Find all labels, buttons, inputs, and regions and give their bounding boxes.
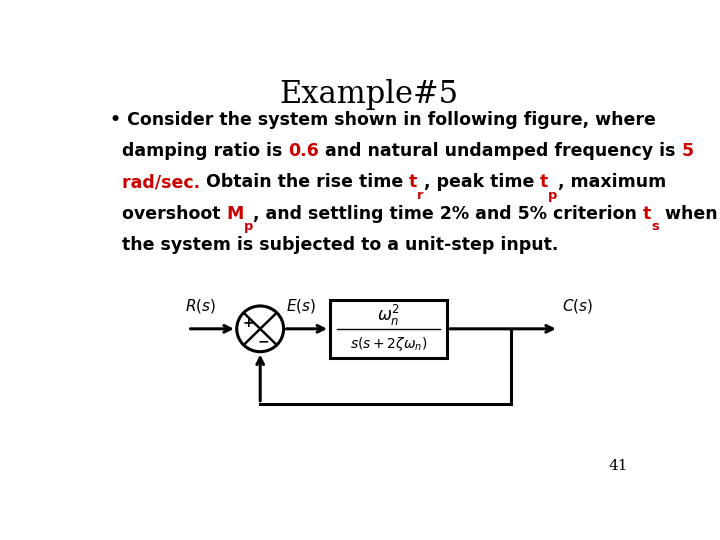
Text: p: p: [549, 189, 558, 202]
Text: 41: 41: [609, 459, 629, 473]
Text: $s(s+2\zeta\omega_n)$: $s(s+2\zeta\omega_n)$: [350, 335, 428, 353]
Text: 0.6: 0.6: [288, 142, 319, 160]
Text: damping ratio is: damping ratio is: [109, 142, 288, 160]
Text: $R(s)$: $R(s)$: [185, 297, 216, 315]
Text: p: p: [243, 220, 253, 233]
Text: 5: 5: [681, 142, 693, 160]
Text: $\omega_n^2$: $\omega_n^2$: [377, 303, 400, 328]
Text: $E(s)$: $E(s)$: [287, 297, 317, 315]
Text: , maximum: , maximum: [558, 173, 666, 192]
Text: r: r: [417, 189, 423, 202]
Text: overshoot: overshoot: [109, 205, 226, 222]
Text: and natural undamped frequency is: and natural undamped frequency is: [319, 142, 681, 160]
Text: Example#5: Example#5: [279, 79, 459, 110]
Text: t: t: [409, 173, 417, 192]
Text: t: t: [540, 173, 549, 192]
Text: • Consider the system shown in following figure, where: • Consider the system shown in following…: [109, 111, 655, 129]
Text: +: +: [243, 316, 254, 330]
Text: when: when: [659, 205, 717, 222]
Text: , and settling time 2% and 5% criterion: , and settling time 2% and 5% criterion: [253, 205, 643, 222]
Text: M: M: [226, 205, 243, 222]
Bar: [330, 300, 447, 358]
Text: Obtain the rise time: Obtain the rise time: [199, 173, 409, 192]
Text: s: s: [651, 220, 659, 233]
Text: −: −: [257, 334, 269, 348]
Text: t: t: [643, 205, 651, 222]
Text: the system is subjected to a unit-step input.: the system is subjected to a unit-step i…: [109, 236, 558, 254]
Text: rad/sec.: rad/sec.: [109, 173, 199, 192]
Text: , peak time: , peak time: [423, 173, 540, 192]
Text: $C(s)$: $C(s)$: [562, 297, 593, 315]
